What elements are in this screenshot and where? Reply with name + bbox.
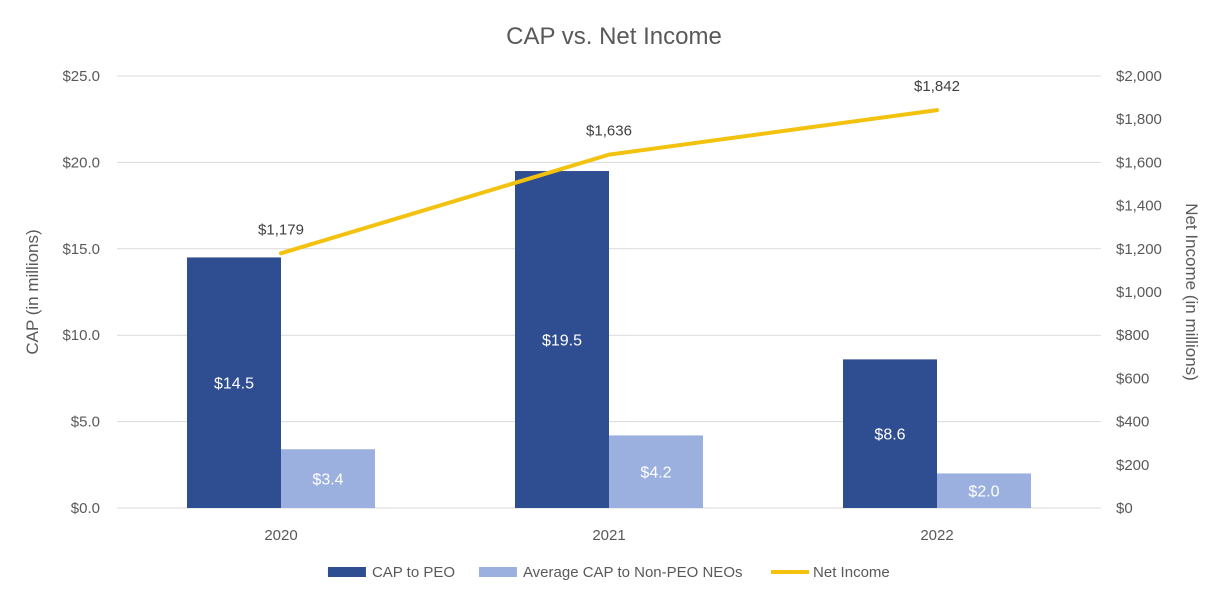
y2-tick-label: $800 xyxy=(1116,327,1149,344)
bar-average-cap-to-non-peo-neos-2020 xyxy=(281,449,375,508)
bars-group: $14.5 $3.4 $19.5 $4.2 $8.6 $2.0 xyxy=(187,171,1031,509)
bar-average-cap-to-non-peo-neos-2021 xyxy=(609,435,703,508)
y-axis-label: CAP (in millions) xyxy=(23,229,42,354)
y2-tick-label: $0 xyxy=(1116,500,1133,517)
bar-data-label: $14.5 xyxy=(214,376,254,393)
bar-data-label: $3.4 xyxy=(312,472,343,489)
legend-label-cap-to-peo: CAP to PEO xyxy=(372,564,455,581)
y2-tick-label: $1,400 xyxy=(1116,198,1162,215)
y2-tick-label: $600 xyxy=(1116,370,1149,387)
line-data-label: $1,636 xyxy=(586,123,632,140)
y-tick-label: $15.0 xyxy=(62,241,100,258)
y-tick-label: $5.0 xyxy=(71,414,100,431)
y2-tick-label: $200 xyxy=(1116,457,1149,474)
x-tick-label: 2021 xyxy=(592,527,625,544)
bar-data-label: $4.2 xyxy=(640,465,671,482)
y-tick-label: $10.0 xyxy=(62,327,100,344)
bar-data-label: $2.0 xyxy=(968,484,999,501)
right-axis: $0 $200 $400 $600 $800 $1,000 $1,200 $1,400 $1,6… xyxy=(1116,68,1162,517)
bar-cap-to-peo-2020 xyxy=(187,257,281,508)
legend-label-net-income: Net Income xyxy=(813,564,890,581)
net-income-line-group: $1,179 $1,636 $1,842 xyxy=(258,78,960,256)
y-tick-label: $25.0 xyxy=(62,68,100,85)
y2-tick-label: $400 xyxy=(1116,414,1149,431)
y2-tick-label: $1,200 xyxy=(1116,241,1162,258)
bar-data-label: $8.6 xyxy=(874,427,905,444)
legend: CAP to PEO Average CAP to Non-PEO NEOs Net… xyxy=(327,564,890,581)
y2-tick-label: $1,000 xyxy=(1116,284,1162,301)
bar-cap-to-peo-2021 xyxy=(515,171,609,509)
bar-data-label: $19.5 xyxy=(542,333,582,350)
y2-axis-label: Net Income (in millions) xyxy=(1182,203,1201,381)
chart-title: CAP vs. Net Income xyxy=(506,23,722,50)
y-tick-label: $20.0 xyxy=(62,154,100,171)
y-tick-label: $0.0 xyxy=(71,500,100,517)
legend-swatch-average-cap-to-non-peo-neos xyxy=(478,567,517,577)
y2-tick-label: $2,000 xyxy=(1116,68,1162,85)
legend-swatch-cap-to-peo xyxy=(327,567,366,577)
left-axis: $0.0 $5.0 $10.0 $15.0 $20.0 $25.0 xyxy=(62,68,100,517)
x-tick-label: 2022 xyxy=(920,527,953,544)
x-axis: 2020 2021 2022 xyxy=(264,527,953,544)
line-data-label: $1,842 xyxy=(914,78,960,95)
x-tick-label: 2020 xyxy=(264,527,297,544)
y2-tick-label: $1,600 xyxy=(1116,154,1162,171)
line-data-label: $1,179 xyxy=(258,221,304,238)
bar-cap-to-peo-2022 xyxy=(843,359,937,508)
net-income-line xyxy=(279,108,939,256)
legend-label-average-cap-to-non-peo-neos: Average CAP to Non-PEO NEOs xyxy=(523,564,743,581)
bar-average-cap-to-non-peo-neos-2022 xyxy=(937,473,1031,508)
y2-tick-label: $1,800 xyxy=(1116,111,1162,128)
